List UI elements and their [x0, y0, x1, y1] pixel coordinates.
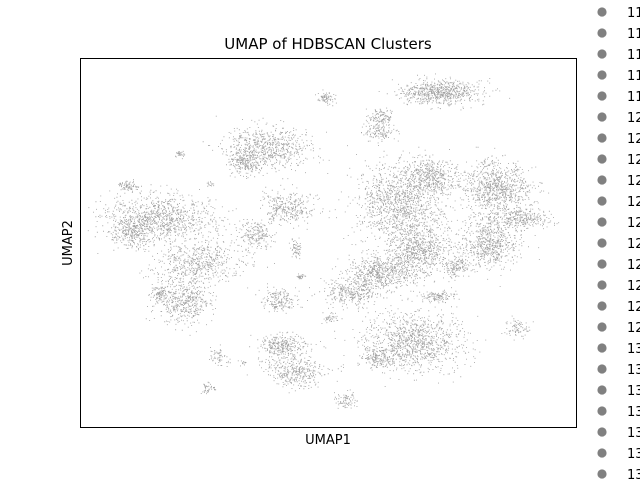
legend-marker: [597, 133, 607, 143]
scatter-points: [87, 73, 560, 409]
legend-label: 13: [627, 384, 640, 399]
legend-label: 12: [627, 321, 640, 336]
legend-label: 12: [627, 132, 640, 147]
legend-label: 13: [627, 426, 640, 441]
legend-label: 12: [627, 216, 640, 231]
legend-label: 12: [627, 300, 640, 315]
legend-label: 11: [627, 27, 640, 42]
legend-marker: [597, 448, 607, 458]
legend-label: 13: [627, 342, 640, 357]
legend-marker: [597, 343, 607, 353]
legend-marker: [597, 280, 607, 290]
legend-marker: [597, 196, 607, 206]
plot-frame: [80, 58, 577, 428]
legend-marker: [597, 259, 607, 269]
legend-label: 12: [627, 195, 640, 210]
legend-label: 13: [627, 405, 640, 420]
legend-label: 13: [627, 363, 640, 378]
legend-marker: [597, 91, 607, 101]
legend-label: 12: [627, 258, 640, 273]
legend-label: 11: [627, 69, 640, 84]
legend-marker: [597, 406, 607, 416]
legend-marker: [597, 238, 607, 248]
legend-label: 12: [627, 237, 640, 252]
legend-marker: [597, 301, 607, 311]
legend-marker: [597, 49, 607, 59]
legend-label: 11: [627, 6, 640, 21]
legend-label: 12: [627, 174, 640, 189]
legend-label: 12: [627, 279, 640, 294]
legend-label: 13: [627, 447, 640, 462]
x-axis-label: UMAP1: [305, 433, 351, 448]
legend-marker: [597, 7, 607, 17]
legend-marker: [597, 322, 607, 332]
legend-marker: [597, 154, 607, 164]
legend-label: 12: [627, 153, 640, 168]
legend-label: 12: [627, 111, 640, 126]
legend-marker: [597, 28, 607, 38]
legend-marker: [597, 175, 607, 185]
scatter-point-cloud: [87, 73, 560, 409]
legend-marker: [597, 364, 607, 374]
legend-label: 11: [627, 48, 640, 63]
chart-title: UMAP of HDBSCAN Clusters: [224, 35, 432, 53]
legend-label: 11: [627, 90, 640, 105]
legend-marker: [597, 70, 607, 80]
legend-marker: [597, 385, 607, 395]
legend-marker: [597, 112, 607, 122]
y-axis-label: UMAP2: [61, 220, 76, 266]
legend-label: 13: [627, 468, 640, 480]
legend-marker: [597, 469, 607, 479]
legend-marker: [597, 217, 607, 227]
legend-marker: [597, 427, 607, 437]
legend: 11 11 11 11 11 12 12 12 12 12 12 12 12 12 12 12 13 13 13 13…: [597, 6, 640, 480]
